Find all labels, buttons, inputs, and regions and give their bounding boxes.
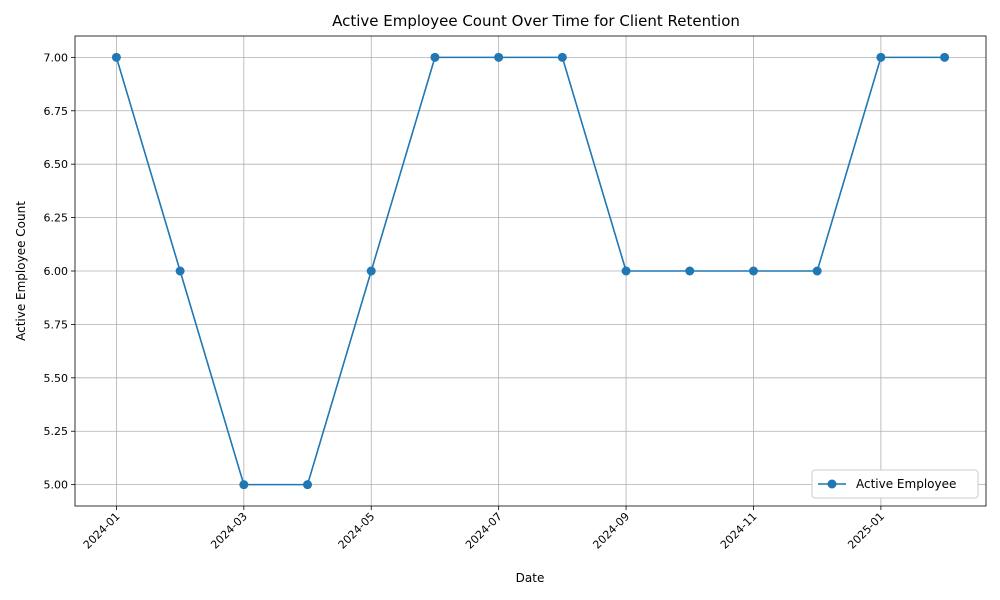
- data-point: [239, 480, 249, 490]
- x-tick-label: 2024-09: [590, 510, 632, 552]
- y-axis-label: Active Employee Count: [14, 201, 28, 341]
- x-axis-label: Date: [516, 571, 545, 585]
- axis-ticks: 5.00 5.25 5.50 5.75 6.00 6.25 6.50 6.75 7.00 2024…: [44, 51, 888, 551]
- y-tick-label: 5.75: [44, 318, 69, 331]
- grid: [75, 36, 986, 506]
- y-tick-label: 6.50: [44, 158, 69, 171]
- data-point: [557, 52, 567, 62]
- x-tick-label: 2024-11: [718, 510, 760, 552]
- data-point: [430, 52, 440, 62]
- data-point: [366, 266, 376, 276]
- x-tick-label: 2025-01: [845, 510, 887, 552]
- y-tick-label: 7.00: [44, 51, 69, 64]
- y-tick-label: 6.75: [44, 105, 69, 118]
- data-point: [876, 52, 886, 62]
- x-tick-label: 2024-05: [336, 510, 378, 552]
- y-tick-label: 6.25: [44, 212, 69, 225]
- legend: Active Employee: [811, 469, 979, 499]
- data-point: [812, 266, 822, 276]
- series-line: [115, 56, 945, 486]
- data-point: [303, 480, 313, 490]
- y-tick-label: 5.00: [44, 479, 69, 492]
- x-tick-label: 2024-01: [81, 510, 123, 552]
- data-point: [494, 52, 504, 62]
- data-point: [748, 266, 758, 276]
- chart-title: Active Employee Count Over Time for Clie…: [332, 12, 740, 30]
- data-point: [940, 52, 950, 62]
- x-tick-label: 2024-07: [463, 510, 505, 552]
- legend-label: Active Employee: [856, 477, 956, 491]
- x-tick-label: 2024-03: [208, 510, 250, 552]
- y-tick-label: 5.50: [44, 372, 69, 385]
- y-tick-label: 5.25: [44, 425, 69, 438]
- data-point: [111, 52, 121, 62]
- data-point: [685, 266, 695, 276]
- series-layer: [111, 52, 950, 490]
- legend-marker-swatch: [827, 479, 837, 489]
- data-point: [175, 266, 185, 276]
- data-point: [621, 266, 631, 276]
- y-tick-label: 6.00: [44, 265, 69, 278]
- legend-box: [811, 469, 979, 499]
